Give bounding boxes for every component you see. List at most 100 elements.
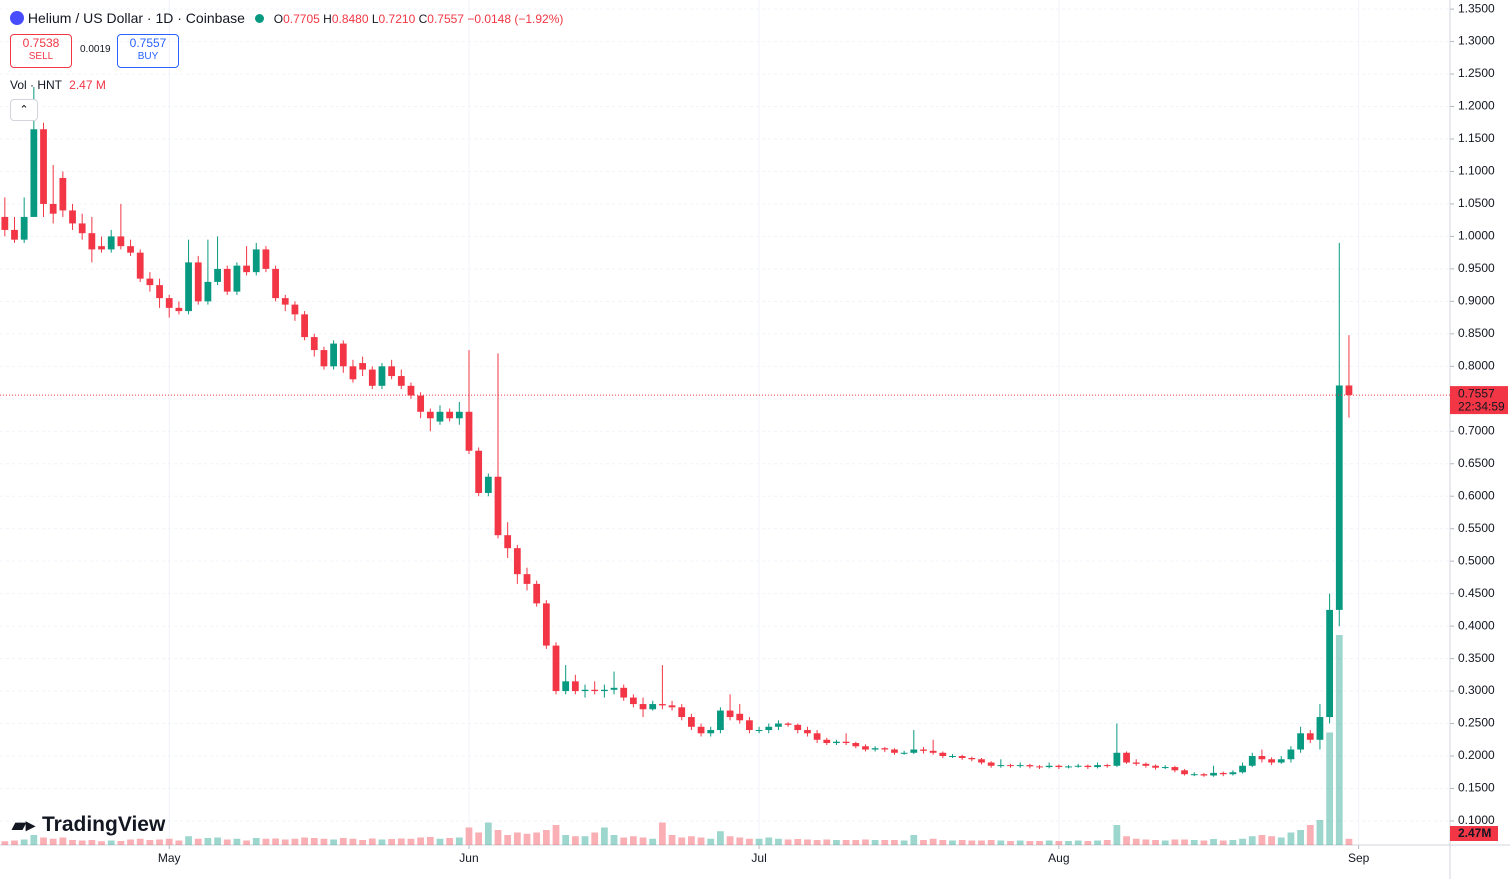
volume-bar <box>629 836 637 845</box>
candle-body <box>1277 759 1285 763</box>
volume-bar <box>871 840 879 845</box>
volume-bar <box>668 835 676 845</box>
candle-body <box>1094 765 1101 768</box>
volume-bar <box>542 830 550 845</box>
candle-body <box>929 750 937 753</box>
volume-bar <box>388 839 396 845</box>
candle-body <box>949 756 956 758</box>
y-tick-label: 0.9000 <box>1458 294 1495 308</box>
volume-bar <box>455 837 463 845</box>
candle-body <box>349 366 357 380</box>
y-tick-label: 0.5500 <box>1458 521 1495 535</box>
volume-bar <box>610 835 618 845</box>
candle-body <box>726 710 734 718</box>
volume-bar <box>136 838 144 845</box>
volume-bar <box>659 822 666 845</box>
volume-bar <box>775 838 782 845</box>
volume-bar <box>1132 838 1140 845</box>
candle-body <box>1084 765 1092 768</box>
candle-body <box>98 246 105 250</box>
volume-bar <box>262 838 270 845</box>
volume-bar <box>243 840 250 845</box>
y-tick-label: 0.5000 <box>1458 553 1495 567</box>
buy-price: 0.7557 <box>129 36 167 50</box>
candle-body <box>804 730 811 734</box>
last-price-label: 0.7557 <box>1458 386 1495 400</box>
candle-body <box>252 249 260 273</box>
volume-bar <box>484 822 492 845</box>
candle-body <box>755 730 763 732</box>
vol-label: Vol · HNT <box>10 78 62 92</box>
candle-body <box>475 450 483 493</box>
candle-body <box>146 278 154 286</box>
volume-bar <box>78 840 86 845</box>
candle-body <box>997 765 1005 767</box>
volume-bar <box>378 839 386 845</box>
candle-body <box>378 366 386 386</box>
candle-body <box>484 476 492 493</box>
volume-bar <box>175 840 183 845</box>
volume-bar <box>717 831 724 845</box>
volume-bar <box>1161 840 1169 845</box>
volume-bar <box>223 839 231 845</box>
y-tick-label: 1.2000 <box>1458 99 1495 113</box>
candle-body <box>59 177 67 211</box>
volume-bar <box>30 835 38 845</box>
candle-body <box>736 713 744 721</box>
candle-body <box>69 210 76 224</box>
volume-bar <box>929 838 937 845</box>
candle-body <box>591 689 599 692</box>
candle-body <box>1065 766 1072 768</box>
candle-body <box>88 233 96 250</box>
volume-bar <box>397 838 405 845</box>
volume-bar <box>1239 838 1246 845</box>
y-tick-label: 1.3500 <box>1458 1 1495 15</box>
candle-body <box>214 268 221 282</box>
volume-bar <box>823 839 831 845</box>
candle-body <box>1345 385 1353 396</box>
volume-bar <box>1045 840 1053 845</box>
y-tick-label: 0.2000 <box>1458 748 1495 762</box>
volume-bar <box>252 838 260 845</box>
candle-body <box>775 723 782 727</box>
candle-body <box>291 304 299 315</box>
y-tick-label: 0.1000 <box>1458 813 1495 827</box>
volume-bar <box>339 838 347 845</box>
candle-body <box>156 285 163 299</box>
candle-body <box>842 741 850 744</box>
volume-bar <box>1268 836 1275 845</box>
volume-bar <box>1345 838 1353 845</box>
volume-bar <box>649 838 657 845</box>
candle-body <box>1326 609 1333 718</box>
logo-mark: ▰▸ <box>12 815 35 835</box>
y-tick-label: 0.9500 <box>1458 261 1495 275</box>
candle-body <box>639 704 647 710</box>
sell-button[interactable]: 0.7538 SELL <box>10 34 72 68</box>
volume-bar <box>504 835 512 845</box>
candle-body <box>697 726 705 734</box>
c-key: C <box>418 12 428 26</box>
volume-bar <box>571 836 579 845</box>
candle-body <box>1287 749 1295 760</box>
x-tick-label: Jun <box>459 851 478 865</box>
change: −0.0148 (−1.92%) <box>467 12 564 26</box>
candle-body <box>571 681 579 692</box>
volume-bar <box>69 840 76 845</box>
candle-body <box>1016 765 1024 767</box>
volume-bar <box>1171 839 1179 845</box>
volume-bar <box>1277 837 1285 845</box>
candle-body <box>204 281 212 302</box>
candle-body <box>1171 767 1179 771</box>
candle-body <box>504 535 512 549</box>
brand-name: TradingView <box>42 813 166 836</box>
candle-body <box>1113 752 1121 766</box>
candle-body <box>920 749 927 751</box>
volume-bar <box>784 839 792 845</box>
candle-body <box>78 223 86 234</box>
buy-button[interactable]: 0.7557 BUY <box>117 34 179 68</box>
volume-bar <box>426 837 434 845</box>
x-tick-label: Jul <box>751 851 766 865</box>
collapse-button[interactable]: ⌃ <box>10 99 38 121</box>
candle-body <box>417 395 425 412</box>
candle-body <box>175 307 183 312</box>
